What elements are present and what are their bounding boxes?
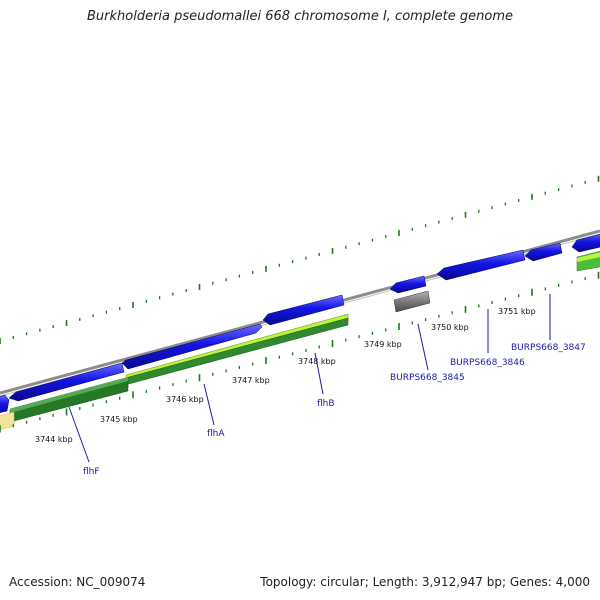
gene-label-flhF[interactable]: flhF	[83, 467, 100, 477]
gene-label-flhB[interactable]: flhB	[317, 399, 335, 409]
forward-cds-1[interactable]	[8, 362, 125, 402]
genes-value: 4,000	[555, 575, 590, 589]
ruler-label-3744: 3744 kbp	[35, 435, 73, 444]
topology-value: circular	[320, 575, 365, 589]
gene-labels: flhF flhA flhB BURPS668_3845 BURPS668_38…	[83, 343, 586, 477]
accession-line: Accession: NC_009074	[9, 575, 145, 589]
ruler-label-3745: 3745 kbp	[100, 415, 138, 424]
gene-leader-lines	[68, 294, 551, 463]
accession-label: Accession:	[9, 575, 73, 589]
gene-label-BURPS668_3845[interactable]: BURPS668_3845	[390, 373, 465, 383]
forward-cds-BURPS668_3847[interactable]	[524, 242, 563, 262]
genes-label: Genes:	[509, 575, 552, 589]
accession-value: NC_009074	[76, 575, 146, 589]
inner-tick-ruler	[0, 271, 600, 433]
forward-cds-BURPS668_3845[interactable]	[389, 275, 427, 294]
map-title: Burkholderia pseudomallei 668 chromosome…	[86, 9, 514, 24]
ruler-label-3749: 3749 kbp	[364, 340, 402, 349]
grey-feature-BURPS668_3845[interactable]	[393, 290, 431, 313]
forward-cds-flhF[interactable]	[0, 394, 10, 415]
gene-label-BURPS668_3847[interactable]: BURPS668_3847	[511, 343, 586, 353]
forward-cds-edge[interactable]	[571, 233, 600, 253]
forward-cds-3[interactable]	[262, 294, 345, 326]
ruler-label-3747: 3747 kbp	[232, 376, 270, 385]
reverse-cds-3847-light	[577, 252, 600, 262]
reverse-cds-highlight	[10, 377, 128, 413]
length-value: 3,912,947 bp	[421, 575, 502, 589]
genome-summary: Topology: circular; Length: 3,912,947 bp…	[260, 575, 590, 589]
gene-label-flhA[interactable]: flhA	[207, 429, 225, 439]
outer-tick-track	[0, 175, 600, 344]
length-label: Length:	[372, 575, 419, 589]
forward-cds-2[interactable]	[121, 323, 263, 370]
gene-label-BURPS668_3846[interactable]: BURPS668_3846	[450, 358, 525, 368]
ruler-label-3750: 3750 kbp	[431, 323, 469, 332]
topology-label: Topology:	[260, 575, 317, 589]
forward-cds-BURPS668_3846[interactable]	[436, 249, 526, 281]
ruler-label-3746: 3746 kbp	[166, 395, 204, 404]
ruler-label-3751: 3751 kbp	[498, 307, 536, 316]
cream-feature[interactable]	[0, 411, 15, 431]
